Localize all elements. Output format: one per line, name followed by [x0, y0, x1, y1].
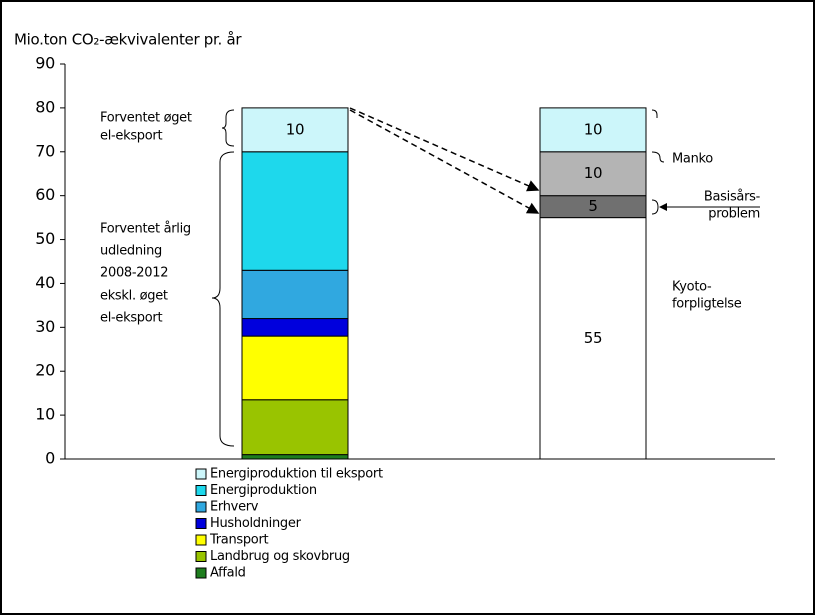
data-label: 55 [584, 329, 603, 347]
bar-segment [241, 318, 349, 337]
annotation: Forventet årlig [100, 222, 191, 237]
data-label: 10 [584, 164, 603, 182]
y-tick-label: 20 [35, 361, 55, 380]
y-tick-label: 50 [35, 229, 55, 248]
brace [211, 151, 235, 447]
annotation: Forventet øget [100, 111, 192, 126]
y-tick-label: 40 [35, 273, 55, 292]
y-tick-label: 0 [45, 449, 55, 468]
segment-name: Manko [672, 152, 713, 167]
bar-segment [241, 107, 349, 153]
legend-label: Husholdninger [210, 516, 302, 531]
legend-swatch [195, 534, 207, 546]
y-tick-label: 30 [35, 317, 55, 336]
bar-segment [241, 151, 349, 271]
legend-swatch [195, 567, 207, 579]
bar-segment [539, 151, 647, 197]
bar-segment [241, 269, 349, 320]
annotation: el-eksport [100, 311, 162, 326]
data-label: 5 [588, 197, 597, 215]
brace [651, 151, 665, 163]
annotation: 2008-2012 [100, 266, 168, 281]
annotation: ekskl. øget [100, 289, 168, 304]
bar-segment [539, 217, 647, 460]
legend-swatch [195, 518, 207, 529]
segment-name: Kyoto- [672, 280, 712, 295]
annotation: udledning [100, 244, 162, 259]
y-tick-label: 60 [35, 185, 55, 204]
legend-swatch [195, 468, 207, 480]
legend-swatch [195, 485, 207, 496]
legend-label: Transport [209, 533, 269, 548]
legend-swatch [195, 551, 207, 562]
segment-name: Basisårs- [704, 190, 761, 205]
brace [651, 199, 659, 215]
segment-name: forpligtelse [672, 297, 742, 312]
bar-segment [241, 399, 349, 456]
data-label: 10 [286, 120, 305, 138]
brace [651, 109, 658, 118]
annotation: el-eksport [100, 129, 162, 144]
y-tick-label: 10 [35, 405, 55, 424]
arrow [349, 107, 540, 192]
legend-swatch [195, 501, 207, 513]
y-tick-label: 70 [35, 141, 55, 160]
chart-title: Mio.ton CO₂-ækvivalenter pr. år [14, 31, 242, 49]
legend-label: Energiproduktion til eksport [210, 467, 383, 482]
y-tick-label: 90 [35, 54, 55, 73]
legend-label: Energiproduktion [210, 483, 317, 498]
bar-segment [241, 335, 349, 401]
legend-label: Affald [210, 566, 246, 581]
legend-label: Landbrug og skovbrug [210, 549, 350, 564]
arrow [349, 109, 540, 214]
bar-segment [241, 454, 349, 460]
brace [221, 109, 235, 147]
y-tick-label: 80 [35, 97, 55, 116]
legend-label: Erhverv [210, 500, 259, 515]
bar-segment [539, 107, 647, 153]
data-label: 10 [584, 120, 603, 138]
segment-name: problem [708, 207, 760, 222]
